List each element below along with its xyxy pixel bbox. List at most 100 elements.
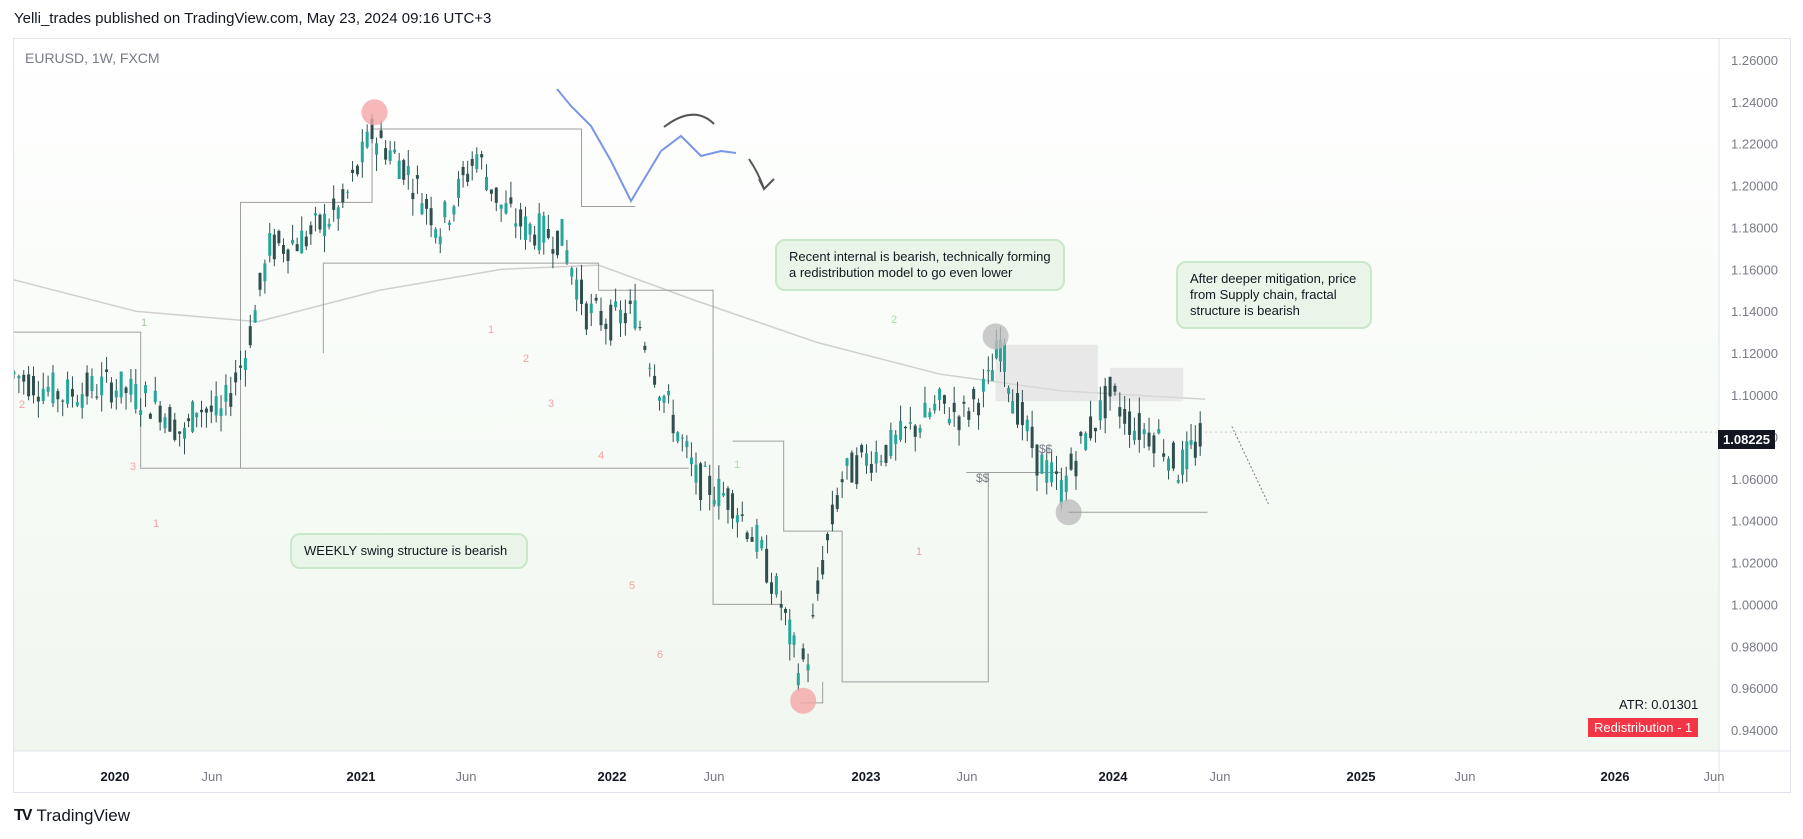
candle-body: [826, 533, 830, 541]
candle-body: [533, 234, 537, 246]
candle-body: [584, 303, 588, 330]
candle-body: [657, 397, 661, 401]
candle-body: [27, 374, 31, 397]
candle-body: [360, 141, 364, 163]
candle-body: [894, 434, 898, 445]
candle-body: [1176, 479, 1180, 483]
current-price-label: 1.08225: [1718, 430, 1775, 449]
candle-body: [667, 390, 671, 396]
candle-body: [1084, 433, 1088, 450]
candle-body: [551, 249, 555, 254]
candle-body: [1147, 432, 1151, 447]
candle-body: [676, 432, 680, 442]
candle-body: [792, 635, 796, 645]
candle-body: [61, 400, 65, 402]
candle-body: [784, 608, 788, 613]
candle-body: [899, 420, 903, 440]
candle-body: [575, 279, 579, 300]
candle-body: [173, 419, 177, 440]
candle-body: [1079, 432, 1083, 437]
supply-zone: [995, 344, 1098, 402]
candle-body: [332, 198, 336, 210]
price-tick-label: 1.22000: [1731, 137, 1778, 152]
chart-frame[interactable]: 1.26000 1.24000 1.22000 1.20000 1.18000 1.160…: [13, 38, 1791, 793]
swing-label: 5: [629, 580, 635, 592]
price-tick-label: 1.18000: [1731, 220, 1778, 235]
candle-body: [1113, 385, 1117, 392]
candle-body: [879, 461, 883, 463]
candle-body: [774, 575, 778, 595]
candle-body: [253, 310, 257, 323]
candle-body: [765, 548, 769, 583]
candle-body: [1003, 342, 1007, 372]
candle-body: [129, 378, 133, 395]
price-tick-label: 1.26000: [1731, 53, 1778, 68]
candle-body: [1093, 427, 1097, 432]
candle-body: [1016, 393, 1020, 425]
candle-body: [942, 395, 946, 404]
callout-internal: Recent internal is bearish, technically …: [775, 239, 1065, 291]
candle-body: [365, 131, 369, 148]
candle-body: [36, 396, 40, 402]
swing-label: 6: [657, 649, 663, 661]
tradingview-logo[interactable]: TV TradingView: [14, 806, 130, 826]
candle-body: [928, 412, 932, 417]
candle-body: [75, 402, 79, 406]
price-tick-label: 1.02000: [1731, 556, 1778, 571]
candle-body: [947, 418, 951, 424]
time-tick-label: 2020: [101, 769, 130, 784]
candle-body: [1108, 376, 1112, 397]
candle-body: [633, 300, 637, 329]
candle-body: [923, 402, 927, 418]
candle-body: [153, 390, 157, 402]
candle-body: [457, 178, 461, 198]
candle-body: [370, 118, 374, 140]
candle-body: [750, 537, 754, 542]
candle-body: [187, 418, 191, 422]
candle-body: [209, 405, 213, 412]
time-tick-label: 2021: [347, 769, 376, 784]
candle-body: [653, 375, 657, 385]
plot-background: [14, 39, 1719, 751]
swing-label: 2: [19, 399, 25, 411]
candle-body: [475, 154, 479, 169]
candle-body: [740, 514, 744, 516]
candle-body: [300, 230, 304, 254]
chart-canvas[interactable]: 1.26000 1.24000 1.22000 1.20000 1.18000 1.160…: [14, 39, 1790, 792]
candle-body: [258, 272, 262, 290]
candle-body: [379, 130, 383, 138]
swing-highlight-red: [790, 687, 817, 714]
candle-body: [889, 429, 893, 456]
candle-body: [388, 150, 392, 161]
candle-body: [1045, 460, 1049, 483]
candle-body: [779, 604, 783, 608]
candle-body: [489, 189, 493, 194]
candle-body: [318, 214, 322, 230]
candle-body: [788, 619, 792, 645]
candle-body: [712, 500, 716, 505]
callout-internal-text: Recent internal is bearish, technically …: [789, 249, 1051, 280]
candle-body: [1193, 441, 1197, 458]
candle-body: [485, 176, 489, 191]
candle-body: [1074, 460, 1078, 477]
candle-body: [114, 390, 118, 398]
time-tick-label: Jun: [1704, 769, 1725, 784]
candle-body: [438, 236, 442, 245]
candle-body: [977, 402, 981, 416]
candle-body: [434, 229, 438, 238]
candle-body: [470, 158, 474, 166]
candle-body: [461, 166, 465, 176]
candle-body: [821, 560, 825, 575]
candle-body: [346, 191, 350, 193]
candle-body: [796, 673, 800, 686]
swing-highlight-grey: [982, 323, 1009, 350]
candle-body: [594, 297, 598, 301]
candle-body: [1103, 385, 1107, 419]
liquidity-label: $$: [976, 471, 990, 485]
candle-body: [1011, 401, 1015, 414]
candle-body: [499, 204, 503, 209]
candle-body: [855, 455, 859, 485]
candle-body: [272, 234, 276, 260]
candle-body: [1181, 449, 1185, 475]
candle-body: [1137, 413, 1141, 440]
